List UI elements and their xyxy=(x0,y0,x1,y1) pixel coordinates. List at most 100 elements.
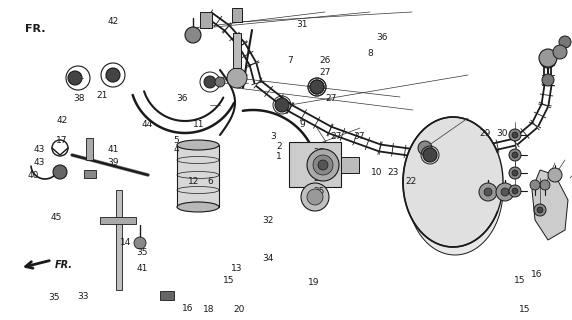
Circle shape xyxy=(559,36,571,48)
Text: 27: 27 xyxy=(331,132,342,141)
Text: 29: 29 xyxy=(479,129,491,138)
Text: 28: 28 xyxy=(313,174,325,183)
Text: 38: 38 xyxy=(73,94,85,103)
Circle shape xyxy=(512,132,518,138)
Text: 41: 41 xyxy=(108,145,119,154)
Circle shape xyxy=(544,56,552,64)
Bar xyxy=(232,8,242,22)
Circle shape xyxy=(509,185,521,197)
Circle shape xyxy=(53,165,67,179)
Text: 33: 33 xyxy=(77,292,89,301)
Circle shape xyxy=(318,160,328,170)
Text: 6: 6 xyxy=(208,177,213,186)
Text: FR.: FR. xyxy=(25,24,46,35)
Circle shape xyxy=(509,129,521,141)
Text: 27: 27 xyxy=(319,68,331,77)
Circle shape xyxy=(501,188,509,196)
Circle shape xyxy=(542,74,554,86)
Bar xyxy=(289,142,341,187)
Text: 16: 16 xyxy=(531,270,542,279)
Circle shape xyxy=(530,180,540,190)
Circle shape xyxy=(106,68,120,82)
Text: 45: 45 xyxy=(50,213,62,222)
Bar xyxy=(177,145,219,207)
Text: 5: 5 xyxy=(173,136,179,145)
Bar xyxy=(341,157,359,173)
Text: 39: 39 xyxy=(108,158,119,167)
Text: 30: 30 xyxy=(496,129,508,138)
Polygon shape xyxy=(408,200,502,255)
Text: 4: 4 xyxy=(173,145,179,154)
Text: 16: 16 xyxy=(182,304,193,313)
Text: 44: 44 xyxy=(142,120,153,129)
Circle shape xyxy=(185,27,201,43)
Text: 19: 19 xyxy=(308,278,319,287)
Bar xyxy=(160,291,174,300)
Circle shape xyxy=(512,152,518,158)
Circle shape xyxy=(509,167,521,179)
Text: 20: 20 xyxy=(233,305,245,314)
Circle shape xyxy=(548,168,562,182)
Text: 36: 36 xyxy=(176,94,188,103)
Text: 14: 14 xyxy=(120,238,132,247)
Circle shape xyxy=(537,207,543,213)
Text: 8: 8 xyxy=(368,49,374,58)
Text: 25: 25 xyxy=(313,187,325,196)
Polygon shape xyxy=(532,170,568,240)
Text: 42: 42 xyxy=(108,17,119,26)
Circle shape xyxy=(275,98,289,112)
Text: 36: 36 xyxy=(376,33,388,42)
Circle shape xyxy=(496,183,514,201)
Text: 11: 11 xyxy=(193,120,205,129)
Circle shape xyxy=(227,68,247,88)
Circle shape xyxy=(307,189,323,205)
Text: 13: 13 xyxy=(231,264,242,273)
Text: 43: 43 xyxy=(33,145,45,154)
Text: 43: 43 xyxy=(33,158,45,167)
Circle shape xyxy=(509,149,521,161)
Circle shape xyxy=(307,149,339,181)
Ellipse shape xyxy=(177,140,219,150)
Text: 7: 7 xyxy=(288,56,293,65)
Circle shape xyxy=(310,80,324,94)
Text: 21: 21 xyxy=(96,91,108,100)
Text: 34: 34 xyxy=(262,254,273,263)
Circle shape xyxy=(540,52,556,68)
Text: 26: 26 xyxy=(319,56,331,65)
Circle shape xyxy=(539,49,557,67)
Circle shape xyxy=(134,237,146,249)
Circle shape xyxy=(215,77,225,87)
Text: 35: 35 xyxy=(49,293,60,302)
Circle shape xyxy=(534,204,546,216)
Ellipse shape xyxy=(177,202,219,212)
Text: 15: 15 xyxy=(519,305,531,314)
Bar xyxy=(233,33,241,68)
Text: 2: 2 xyxy=(276,142,282,151)
Text: 40: 40 xyxy=(27,171,39,180)
Text: FR.: FR. xyxy=(55,260,73,270)
Bar xyxy=(200,12,212,28)
Text: 9: 9 xyxy=(299,120,305,129)
Circle shape xyxy=(553,45,567,59)
Ellipse shape xyxy=(403,117,503,247)
Text: 23: 23 xyxy=(388,168,399,177)
Circle shape xyxy=(540,180,550,190)
Circle shape xyxy=(423,148,437,162)
Circle shape xyxy=(310,80,324,94)
Bar xyxy=(86,138,93,160)
Circle shape xyxy=(204,76,216,88)
Text: 41: 41 xyxy=(136,264,148,273)
Text: 32: 32 xyxy=(262,216,273,225)
Text: 15: 15 xyxy=(514,276,525,285)
Circle shape xyxy=(512,170,518,176)
Text: 17: 17 xyxy=(56,136,67,145)
Text: 1: 1 xyxy=(276,152,282,161)
Text: 24: 24 xyxy=(313,161,325,170)
Text: 10: 10 xyxy=(371,168,382,177)
Circle shape xyxy=(418,141,432,155)
Text: 27: 27 xyxy=(313,148,325,157)
Text: 3: 3 xyxy=(271,132,276,141)
Circle shape xyxy=(484,188,492,196)
Circle shape xyxy=(479,183,497,201)
Text: 42: 42 xyxy=(56,116,67,125)
